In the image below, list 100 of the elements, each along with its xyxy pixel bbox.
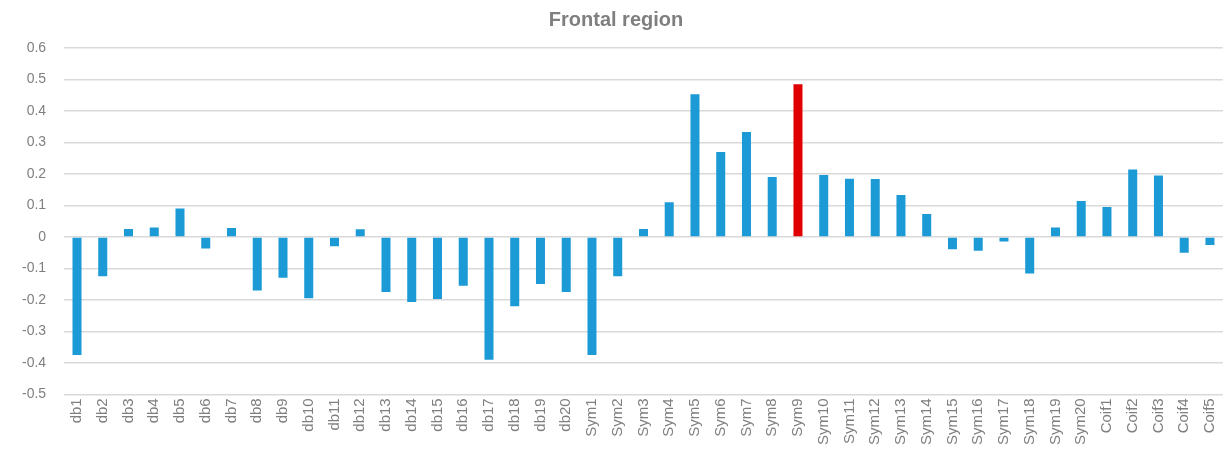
bar — [535, 237, 545, 285]
bar — [1179, 237, 1189, 253]
x-tick-label: Sym11 — [839, 398, 857, 444]
bar — [870, 178, 880, 237]
x-tick-label: Sym14 — [916, 398, 934, 445]
bar — [149, 227, 159, 237]
x-tick-label: Sym4 — [659, 398, 677, 437]
y-tick-label: -0.4 — [22, 353, 47, 370]
y-tick-label: 0.6 — [26, 38, 47, 55]
bar — [587, 237, 597, 355]
x-tick-label: Sym17 — [994, 398, 1012, 445]
x-tick-label: Sym15 — [942, 398, 960, 445]
bar — [252, 237, 262, 291]
y-tick-label: -0.5 — [22, 385, 47, 402]
x-tick-label: db11 — [324, 398, 342, 431]
x-tick-label: Sym16 — [968, 398, 986, 445]
x-tick-label: db7 — [221, 398, 239, 424]
bar — [175, 208, 185, 237]
bar — [98, 237, 108, 277]
bar — [1128, 169, 1138, 237]
x-tick-label: db17 — [479, 398, 497, 432]
bar — [716, 151, 726, 237]
x-tick-label: db14 — [401, 398, 419, 432]
x-tick-label: db4 — [144, 398, 162, 424]
x-tick-label: Coif1 — [1097, 398, 1115, 434]
x-tick-label: Sym6 — [710, 398, 728, 437]
x-tick-label: Sym5 — [685, 398, 703, 437]
bar — [1050, 227, 1060, 237]
bar — [947, 237, 957, 250]
bar — [1102, 206, 1112, 237]
bar — [355, 229, 365, 237]
bar — [819, 174, 829, 237]
bar — [432, 237, 442, 299]
x-tick-label: Sym12 — [865, 398, 883, 445]
y-tick-label: 0.5 — [26, 70, 47, 87]
x-tick-label: Sym13 — [891, 398, 909, 445]
x-tick-label: db8 — [247, 398, 265, 424]
x-tick-label: db12 — [350, 398, 368, 432]
bar — [484, 237, 494, 360]
bar — [741, 132, 751, 237]
bar — [896, 195, 906, 237]
x-tick-label: db10 — [298, 398, 316, 432]
y-tick-label: 0 — [38, 227, 47, 244]
y-tick-label: 0.3 — [26, 133, 47, 150]
bar — [1205, 237, 1215, 246]
bar — [1076, 201, 1086, 237]
x-tick-label: db16 — [453, 398, 471, 432]
bar — [844, 178, 854, 237]
x-tick-label: Coif5 — [1200, 398, 1218, 434]
bar — [201, 237, 211, 249]
bar — [381, 237, 391, 292]
bar — [226, 228, 236, 237]
bar — [278, 237, 288, 278]
x-tick-label: Sym7 — [736, 398, 754, 437]
bar — [458, 237, 468, 286]
chart-title: Frontal region — [548, 7, 684, 30]
x-tick-label: Sym18 — [1019, 398, 1037, 445]
x-tick-label: db20 — [556, 398, 574, 432]
bar — [1025, 237, 1035, 274]
bar — [999, 237, 1009, 242]
y-tick-label: 0.1 — [26, 196, 47, 213]
bar — [407, 237, 417, 303]
bar — [690, 94, 700, 237]
x-tick-label: db5 — [170, 398, 188, 424]
x-tick-label: db2 — [92, 398, 110, 424]
bar — [304, 237, 314, 299]
y-tick-label: -0.1 — [22, 259, 47, 276]
bar — [1153, 175, 1163, 237]
y-tick-label: 0.4 — [26, 101, 47, 118]
x-tick-label: db13 — [376, 398, 394, 432]
y-tick-label: 0.2 — [26, 164, 47, 181]
bar — [561, 237, 571, 292]
x-tick-label: Sym1 — [582, 398, 600, 437]
x-tick-label: db6 — [195, 398, 213, 424]
x-tick-label: Sym10 — [813, 398, 831, 445]
bar — [922, 213, 932, 237]
bar — [72, 237, 82, 355]
y-tick-label: -0.2 — [22, 290, 47, 307]
x-tick-label: Sym9 — [788, 398, 806, 437]
x-tick-label: Coif3 — [1148, 398, 1166, 434]
bar — [123, 229, 133, 237]
x-tick-label: Sym20 — [1071, 398, 1089, 445]
bar — [638, 229, 648, 237]
bar — [664, 202, 674, 237]
x-tick-label: db3 — [118, 398, 136, 424]
x-tick-label: db9 — [273, 398, 291, 424]
x-tick-label: db19 — [530, 398, 548, 432]
x-tick-label: Coif2 — [1122, 398, 1140, 434]
x-tick-label: db1 — [67, 398, 85, 424]
x-tick-label: Sym8 — [762, 398, 780, 437]
x-tick-label: Coif4 — [1174, 398, 1192, 434]
x-tick-label: db15 — [427, 398, 445, 432]
x-tick-label: db18 — [504, 398, 522, 432]
bar — [973, 237, 983, 251]
x-tick-label: Sym3 — [633, 398, 651, 437]
bar — [329, 237, 339, 247]
y-tick-label: -0.3 — [22, 322, 47, 339]
bar — [613, 237, 623, 277]
bar — [793, 84, 803, 237]
bar — [510, 237, 520, 307]
